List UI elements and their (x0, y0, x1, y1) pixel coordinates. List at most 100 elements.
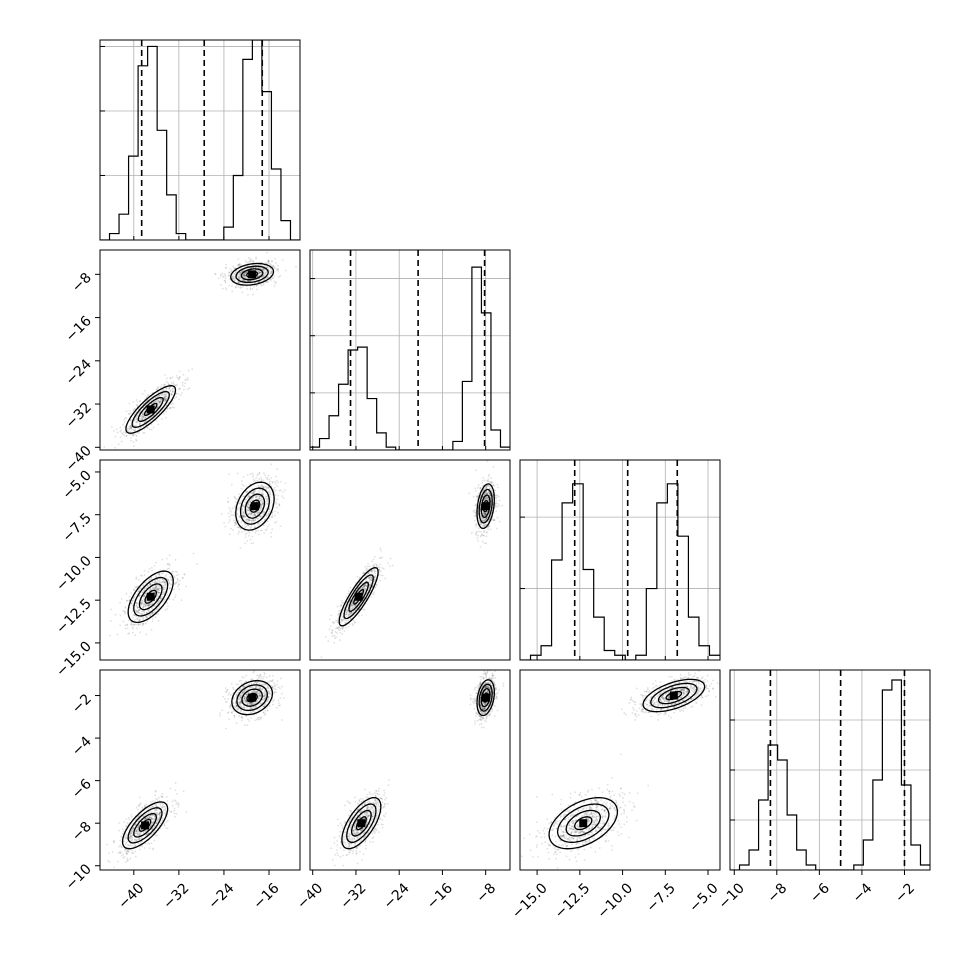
sample-point (171, 570, 174, 573)
sample-point (141, 412, 144, 414)
sample-point (331, 632, 333, 635)
sample-point (135, 610, 138, 613)
sample-point (139, 803, 141, 806)
sample-point (143, 818, 146, 821)
sample-point (228, 521, 230, 524)
sample-point (143, 605, 146, 608)
sample-point (237, 258, 240, 260)
sample-point (269, 483, 271, 486)
sample-point (247, 506, 250, 509)
sample-point (242, 274, 245, 277)
sample-point (154, 587, 157, 589)
sample-point (362, 585, 365, 588)
sample-point (336, 621, 339, 624)
panel-content (109, 463, 287, 637)
sample-point (152, 825, 155, 828)
sample-point (473, 509, 476, 512)
sample-point (255, 284, 258, 287)
sample-point (167, 605, 169, 608)
sample-point (486, 460, 489, 462)
sample-point (145, 423, 148, 426)
sample-point (161, 418, 163, 420)
sample-point (235, 284, 238, 287)
sample-point (252, 514, 255, 517)
sample-point (169, 386, 172, 389)
sample-point (474, 489, 477, 492)
sample-point (144, 389, 146, 392)
sample-point (256, 496, 258, 498)
sample-point (222, 275, 225, 278)
sample-point (134, 823, 137, 826)
sample-point (243, 272, 246, 275)
sample-point (145, 633, 148, 636)
sample-point (163, 393, 166, 396)
sample-point (497, 495, 500, 498)
sample-point (156, 388, 158, 390)
sample-point (481, 482, 484, 484)
sample-point (138, 595, 141, 597)
sample-point (143, 589, 146, 592)
sample-point (484, 498, 487, 501)
sample-point (262, 472, 265, 475)
sample-point (274, 489, 277, 492)
sample-point (132, 434, 135, 437)
sample-point (368, 575, 371, 578)
sample-point (157, 403, 160, 405)
sample-point (138, 619, 141, 622)
sample-point (153, 824, 156, 827)
sample-point (262, 494, 265, 496)
sample-point (113, 839, 116, 842)
sample-point (257, 510, 260, 513)
sample-point (180, 599, 183, 602)
sample-point (149, 583, 152, 586)
sample-point (254, 514, 256, 516)
sample-point (252, 496, 254, 499)
sample-point (142, 416, 144, 418)
sample-point (345, 611, 348, 614)
sample-point (266, 281, 269, 283)
sample-point (483, 530, 485, 532)
sample-point (245, 532, 248, 535)
sample-point (232, 275, 234, 278)
sample-point (242, 515, 245, 518)
sample-point (237, 520, 240, 522)
sample-point (374, 586, 377, 589)
sample-point (154, 616, 157, 619)
sample-point (242, 504, 245, 507)
sample-point (148, 816, 151, 819)
sample-point (162, 810, 165, 812)
sample-point (163, 581, 166, 583)
sample-point (485, 517, 487, 519)
sample-point (177, 803, 180, 806)
sample-point (246, 508, 248, 511)
sample-point (480, 533, 483, 536)
sample-point (181, 384, 184, 387)
sample-point (158, 574, 160, 576)
sample-point (368, 572, 370, 574)
sample-point (277, 268, 280, 271)
sample-point (162, 581, 164, 583)
sample-point (124, 432, 127, 435)
sample-point (130, 602, 133, 605)
sample-point (487, 497, 490, 500)
sample-point (170, 579, 173, 582)
sample-point (363, 608, 366, 611)
sample-point (379, 570, 382, 573)
sample-point (379, 579, 382, 582)
sample-point (173, 583, 176, 586)
sample-point (482, 518, 485, 521)
sample-point (163, 393, 166, 396)
sample-point (168, 563, 171, 565)
sample-point (260, 499, 262, 502)
sample-point (256, 494, 259, 497)
sample-point (483, 542, 486, 545)
sample-point (247, 507, 250, 509)
sample-point (136, 611, 138, 614)
sample-point (164, 580, 166, 583)
sample-point (368, 580, 370, 583)
sample-point (169, 377, 172, 379)
sample-point (251, 519, 254, 522)
sample-point (345, 626, 347, 629)
sample-point (492, 519, 495, 522)
